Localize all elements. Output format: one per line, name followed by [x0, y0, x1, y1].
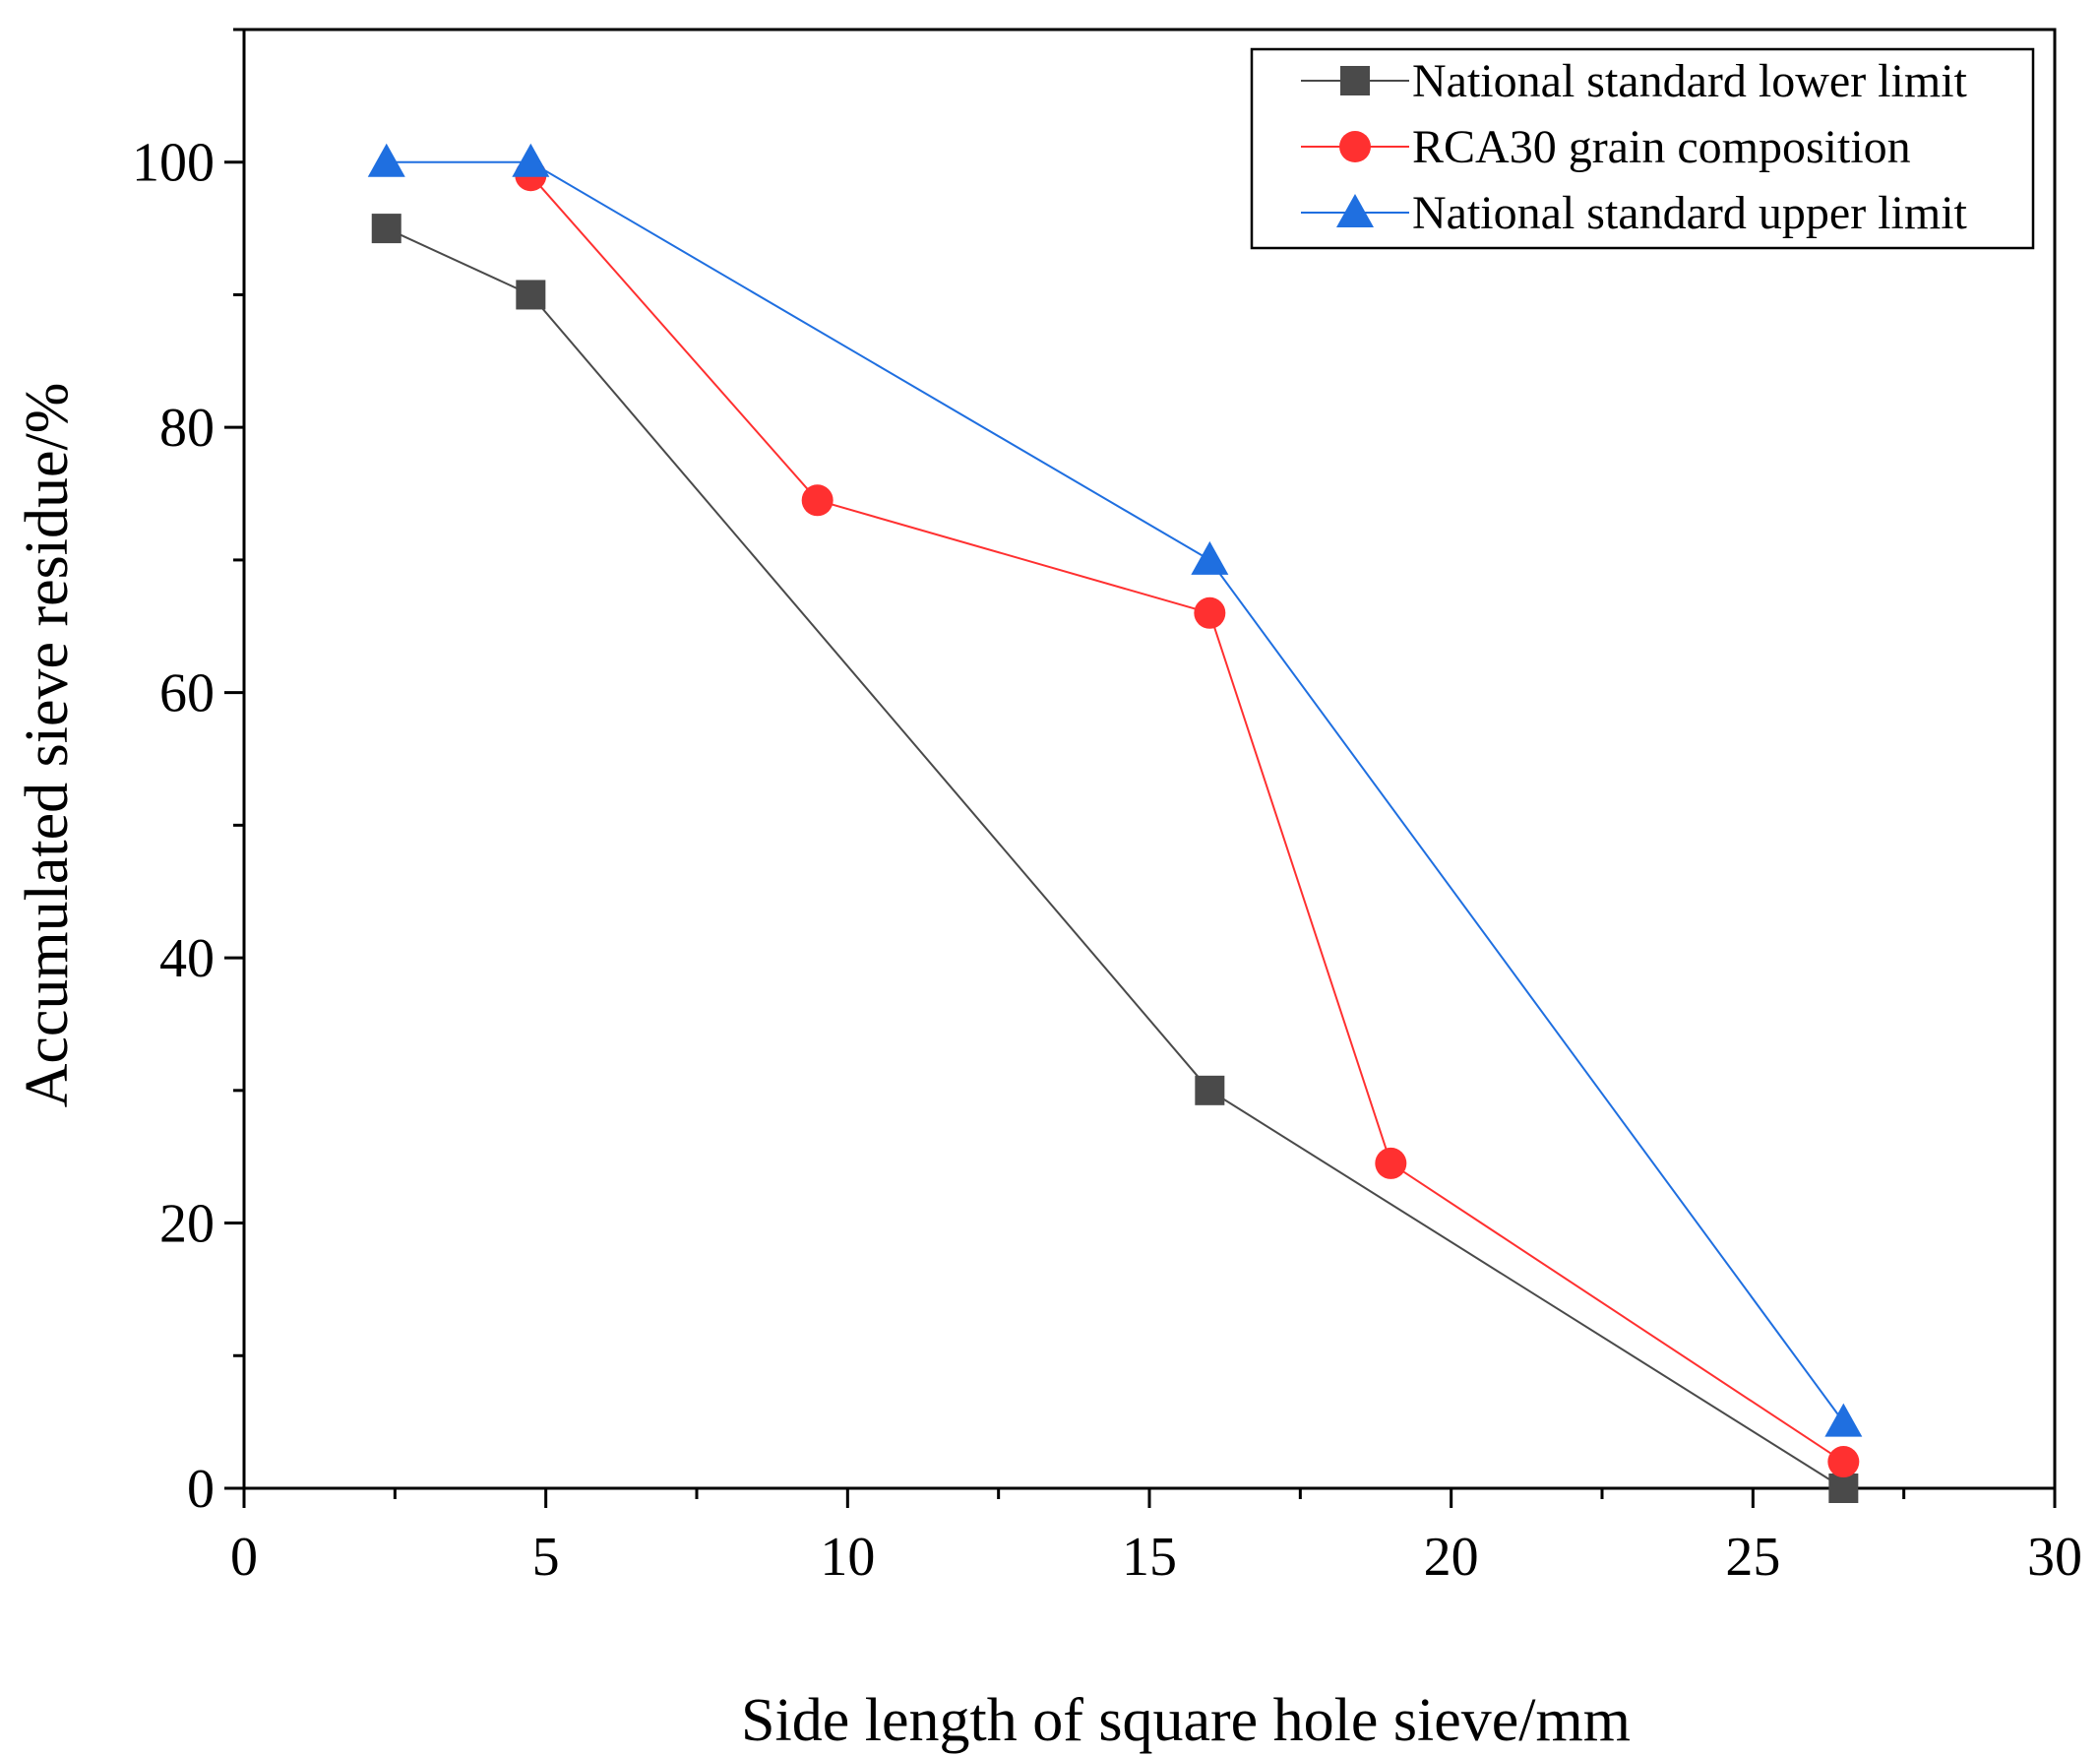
- series-line: [386, 227, 1844, 1489]
- series-circle: [515, 159, 1860, 1478]
- legend-item: RCA30 grain composition: [1301, 121, 1911, 173]
- y-tick-label: 80: [159, 398, 215, 459]
- data-point: [1827, 1446, 1860, 1478]
- x-axis-title: Side length of square hole sieve/mm: [741, 1687, 1631, 1754]
- y-axis-title: Accumulated sieve residue/%: [14, 383, 81, 1108]
- legend-item: National standard lower limit: [1301, 55, 1968, 107]
- legend: National standard lower limit RCA30 grain…: [1250, 47, 2035, 250]
- legend-marker: [1339, 131, 1371, 162]
- series-line: [529, 174, 1844, 1463]
- y-tick-label: 0: [187, 1459, 215, 1520]
- data-point: [1191, 540, 1229, 575]
- legend-marker: [1336, 194, 1374, 227]
- y-tick-label: 60: [159, 663, 215, 724]
- data-point: [801, 484, 834, 517]
- y-tick-label: 20: [159, 1194, 215, 1255]
- data-point: [1195, 1075, 1225, 1105]
- data-point: [1828, 1474, 1859, 1503]
- legend-marker: [1340, 66, 1370, 95]
- legend-item: National standard upper limit: [1301, 187, 1968, 239]
- legend-label: National standard lower limit: [1412, 55, 1968, 107]
- series-layer: [367, 143, 1863, 1503]
- data-point: [367, 143, 405, 177]
- x-tick-label: 10: [820, 1527, 875, 1588]
- y-tick-label: 40: [159, 928, 215, 989]
- x-tick-label: 30: [2027, 1527, 2082, 1588]
- data-point: [516, 280, 546, 310]
- data-point: [1824, 1403, 1863, 1437]
- data-point: [512, 143, 550, 177]
- y-tick-label: 100: [132, 133, 215, 194]
- series-triangle: [367, 143, 1863, 1437]
- axes: 0 5 10 15 20 25 30 0 20 40 60 80 100: [132, 28, 2082, 1588]
- x-tick-label: 5: [532, 1527, 560, 1588]
- legend-label: National standard upper limit: [1412, 187, 1968, 239]
- x-tick-label: 15: [1122, 1527, 1177, 1588]
- data-point: [1375, 1147, 1407, 1179]
- x-tick-label: 20: [1424, 1527, 1479, 1588]
- series-line: [386, 160, 1845, 1423]
- x-tick-label: 0: [230, 1527, 258, 1588]
- series-square: [371, 214, 1859, 1503]
- legend-label: RCA30 grain composition: [1412, 121, 1911, 173]
- data-point: [1194, 596, 1226, 629]
- x-tick-label: 25: [1725, 1527, 1780, 1588]
- data-point: [371, 214, 401, 244]
- legend-box: [1250, 47, 2035, 250]
